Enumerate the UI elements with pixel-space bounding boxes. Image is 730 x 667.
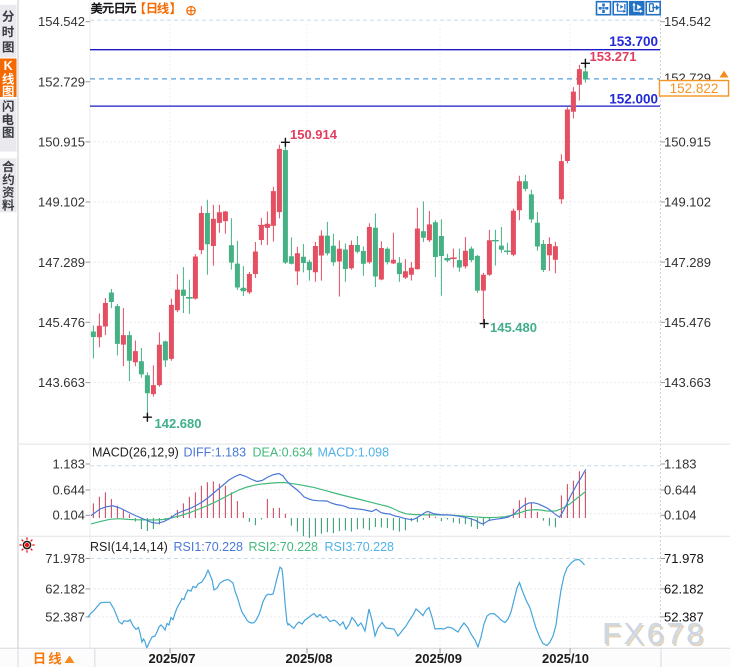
svg-text:MACD:1.098: MACD:1.098 (318, 446, 390, 460)
svg-text:RSI3:70.228: RSI3:70.228 (325, 540, 395, 554)
svg-text:DIFF:1.183: DIFF:1.183 (184, 446, 247, 460)
svg-text:MACD(26,12,9): MACD(26,12,9) (92, 446, 179, 460)
svg-text:142.680: 142.680 (155, 416, 202, 431)
svg-text:RSI(14,14,14): RSI(14,14,14) (90, 540, 168, 554)
svg-text:149.102: 149.102 (664, 195, 711, 210)
svg-text:149.102: 149.102 (38, 195, 85, 210)
svg-text:150.915: 150.915 (664, 135, 711, 150)
svg-text:2025/08: 2025/08 (286, 651, 333, 666)
svg-text:154.542: 154.542 (664, 14, 711, 29)
svg-text:153.700: 153.700 (609, 34, 658, 49)
svg-text:145.476: 145.476 (664, 315, 711, 330)
svg-text:152.000: 152.000 (609, 91, 658, 106)
svg-text:52.387: 52.387 (45, 609, 85, 624)
svg-text:2025/10: 2025/10 (542, 651, 589, 666)
svg-text:150.914: 150.914 (290, 127, 338, 142)
svg-text:2025/09: 2025/09 (415, 651, 462, 666)
svg-text:1.183: 1.183 (664, 456, 697, 471)
svg-text:DEA:0.634: DEA:0.634 (253, 446, 314, 460)
svg-text:0.644: 0.644 (52, 483, 85, 498)
svg-text:147.289: 147.289 (38, 255, 85, 270)
svg-text:153.271: 153.271 (590, 49, 637, 64)
svg-text:2025/07: 2025/07 (149, 651, 196, 666)
svg-text:152.822: 152.822 (670, 81, 719, 96)
svg-text:145.476: 145.476 (38, 315, 85, 330)
svg-text:FX678: FX678 (604, 618, 708, 653)
svg-text:FX678: FX678 (602, 616, 706, 651)
svg-text:K: K (4, 59, 13, 73)
svg-text:0.104: 0.104 (664, 507, 697, 522)
svg-text:0.644: 0.644 (664, 483, 697, 498)
svg-text:143.663: 143.663 (38, 375, 85, 390)
svg-text:71.978: 71.978 (664, 551, 704, 566)
svg-text:152.729: 152.729 (38, 74, 85, 89)
svg-text:0.104: 0.104 (52, 507, 85, 522)
svg-text:143.663: 143.663 (664, 375, 711, 390)
svg-text:62.182: 62.182 (45, 581, 85, 596)
svg-text:147.289: 147.289 (664, 255, 711, 270)
svg-text:RSI1:70.228: RSI1:70.228 (174, 540, 244, 554)
svg-text:71.978: 71.978 (45, 551, 85, 566)
svg-text:150.915: 150.915 (38, 135, 85, 150)
svg-text:52.387: 52.387 (664, 609, 704, 624)
svg-text:145.480: 145.480 (490, 320, 537, 335)
svg-text:1.183: 1.183 (52, 456, 85, 471)
svg-text:154.542: 154.542 (38, 14, 85, 29)
svg-text:62.182: 62.182 (664, 581, 704, 596)
svg-text:RSI2:70.228: RSI2:70.228 (249, 540, 319, 554)
